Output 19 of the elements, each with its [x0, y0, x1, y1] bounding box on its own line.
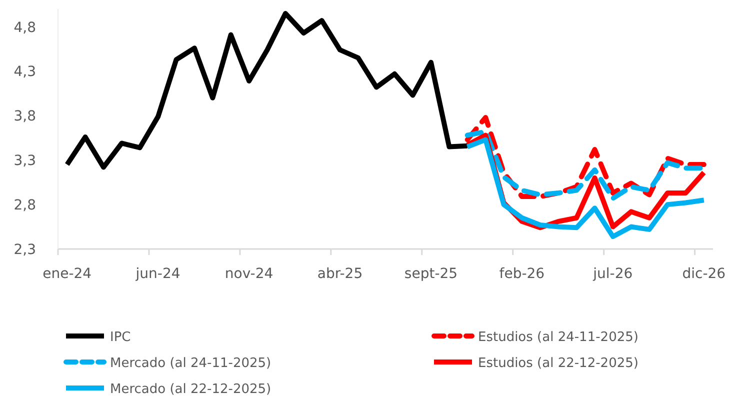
- x-tick-label: ene-24: [42, 266, 92, 282]
- y-tick-label: 4,8: [14, 20, 36, 36]
- legend-label: IPC: [110, 330, 131, 345]
- x-tick-label: jul-26: [592, 266, 633, 282]
- y-tick-label: 2,3: [14, 242, 36, 258]
- x-tick-label: dic-26: [682, 266, 726, 282]
- x-tick-label: jun-24: [134, 266, 180, 282]
- legend-label: Estudios (al 22-12-2025): [478, 356, 638, 371]
- y-tick-label: 3,3: [14, 153, 36, 170]
- x-tick-label: feb-26: [499, 266, 545, 282]
- x-tick-label: abr-25: [317, 266, 363, 282]
- y-tick-label: 4,3: [14, 64, 36, 80]
- legend-label: Mercado (al 24-11-2025): [110, 356, 272, 371]
- y-tick-label: 2,8: [14, 198, 36, 214]
- x-tick-label: sept-25: [404, 266, 458, 282]
- x-tick-label: nov-24: [224, 266, 274, 282]
- legend-label: Estudios (al 24-11-2025): [478, 330, 638, 345]
- y-tick-label: 3,8: [14, 108, 36, 125]
- legend-label: Mercado (al 22-12-2025): [110, 382, 272, 397]
